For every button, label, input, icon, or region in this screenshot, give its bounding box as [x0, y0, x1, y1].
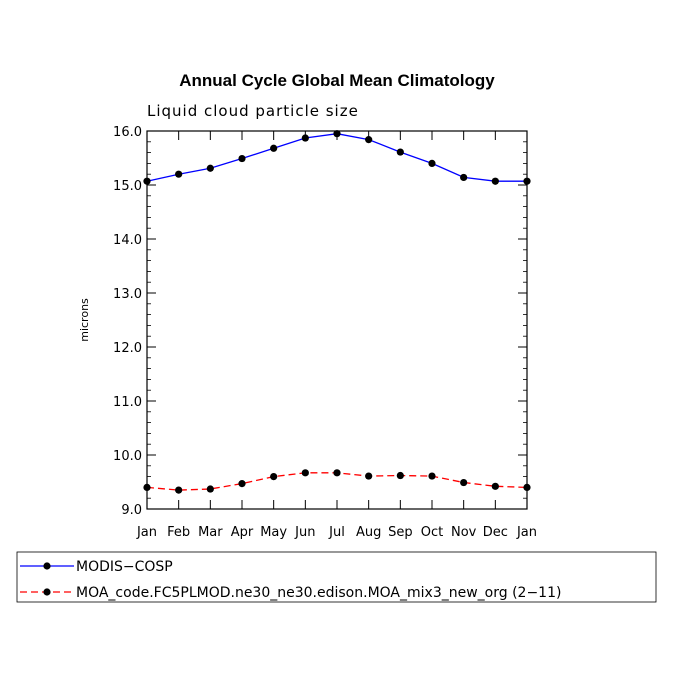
x-tick-label: Dec — [483, 525, 508, 540]
x-tick-label: Aug — [356, 525, 381, 540]
data-point — [270, 473, 278, 481]
legend-marker — [43, 562, 51, 570]
data-point — [491, 482, 499, 490]
x-tick-label: Feb — [167, 525, 190, 540]
y-tick-label: 9.0 — [121, 503, 142, 518]
data-point — [460, 173, 468, 182]
data-point — [301, 134, 309, 142]
data-point — [365, 136, 373, 144]
chart-subtitle: Liquid cloud particle size — [147, 102, 359, 120]
data-point — [491, 177, 499, 185]
y-tick-label: 15.0 — [113, 179, 142, 194]
y-tick-label: 10.0 — [113, 449, 142, 464]
legend-label: MOA_code.FC5PLMOD.ne30_ne30.edison.MOA_m… — [76, 585, 561, 601]
data-point — [238, 480, 246, 488]
data-point — [143, 177, 151, 185]
data-point — [333, 469, 341, 477]
data-point — [175, 170, 183, 178]
data-point — [143, 483, 151, 491]
x-tick-label: Sep — [388, 525, 413, 540]
y-tick-label: 14.0 — [113, 233, 142, 248]
y-tick-label: 13.0 — [113, 287, 142, 302]
series-layer — [143, 130, 531, 494]
data-point — [460, 478, 468, 487]
legend: MODIS−COSP MOA_code.FC5PLMOD.ne30_ne30.ed… — [20, 559, 561, 601]
data-point — [206, 164, 214, 172]
chart-title: Annual Cycle Global Mean Climatology — [179, 71, 495, 90]
x-tick-label: Apr — [231, 525, 254, 540]
x-tick-label: Mar — [198, 525, 223, 540]
data-point — [523, 177, 531, 185]
x-tick-label: Jul — [328, 525, 345, 540]
data-point — [206, 485, 214, 493]
y-tick-label: 16.0 — [113, 125, 142, 140]
legend-marker — [43, 588, 51, 596]
x-tick-label: Nov — [451, 525, 477, 540]
x-tick-label: May — [260, 525, 287, 540]
y-tick-label: 11.0 — [113, 395, 142, 410]
data-point — [238, 154, 246, 163]
y-tick-label: 12.0 — [113, 341, 142, 356]
legend-box — [16, 551, 657, 603]
data-point — [428, 159, 436, 167]
x-tick-label: Jan — [516, 525, 537, 540]
x-tick-label: Jan — [136, 525, 157, 540]
x-tick-label: Oct — [421, 525, 443, 540]
data-point — [396, 471, 404, 480]
data-point — [175, 486, 183, 494]
data-point — [396, 148, 404, 156]
legend-label: MODIS−COSP — [76, 559, 173, 575]
series-line — [146, 133, 527, 182]
data-point — [301, 469, 309, 477]
data-point — [333, 130, 341, 138]
plot-frame — [146, 130, 528, 510]
x-tick-label: Jun — [294, 525, 315, 540]
plot-axes: 9.0 10.0 11.0 12.0 13.0 14.0 15.0 16.0 Jan Feb Mar… — [113, 125, 537, 540]
data-point — [365, 472, 373, 480]
y-axis-label: microns — [78, 298, 91, 342]
data-point — [523, 483, 531, 491]
data-point — [270, 144, 278, 152]
data-point — [428, 472, 436, 480]
